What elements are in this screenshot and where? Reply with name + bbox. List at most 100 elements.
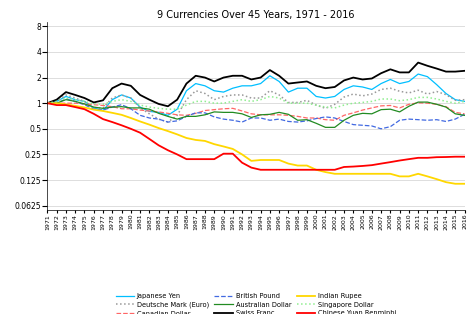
Canadian Dollar bbox=[202, 109, 208, 112]
Singapore Dollar bbox=[406, 98, 412, 101]
Australian Dollar bbox=[165, 115, 171, 118]
Australian Dollar bbox=[313, 122, 319, 125]
Singapore Dollar bbox=[221, 101, 227, 105]
Chinese Yuan Renminbi bbox=[276, 168, 282, 172]
Indian Rupee bbox=[360, 172, 365, 176]
Australian Dollar bbox=[118, 105, 124, 109]
Japanese Yen bbox=[341, 88, 347, 91]
Canadian Dollar bbox=[174, 113, 180, 117]
Line: Australian Dollar: Australian Dollar bbox=[47, 100, 465, 127]
Chinese Yuan Renminbi bbox=[313, 168, 319, 172]
Chinese Yuan Renminbi bbox=[156, 143, 162, 147]
Chinese Yuan Renminbi bbox=[360, 164, 365, 168]
Australian Dollar bbox=[230, 111, 236, 114]
Deutsche Mark (Euro) bbox=[258, 96, 264, 100]
Chinese Yuan Renminbi bbox=[202, 157, 208, 161]
Deutsche Mark (Euro) bbox=[54, 100, 60, 103]
Singapore Dollar bbox=[193, 100, 199, 103]
Deutsche Mark (Euro) bbox=[267, 89, 273, 93]
Japanese Yen bbox=[323, 96, 328, 100]
Deutsche Mark (Euro) bbox=[82, 100, 87, 103]
British Pound bbox=[54, 101, 60, 105]
Indian Rupee bbox=[91, 108, 97, 111]
Indian Rupee bbox=[211, 142, 217, 146]
British Pound bbox=[341, 120, 347, 123]
Canadian Dollar bbox=[258, 113, 264, 117]
Australian Dollar bbox=[221, 111, 227, 114]
Chinese Yuan Renminbi bbox=[295, 168, 301, 172]
Swiss Franc bbox=[146, 98, 152, 101]
British Pound bbox=[239, 120, 245, 124]
Deutsche Mark (Euro) bbox=[183, 98, 189, 101]
Australian Dollar bbox=[369, 112, 374, 116]
Swiss Franc bbox=[165, 104, 171, 108]
Swiss Franc bbox=[295, 81, 301, 84]
Swiss Franc bbox=[406, 71, 412, 74]
Indian Rupee bbox=[118, 113, 124, 117]
Chinese Yuan Renminbi bbox=[193, 157, 199, 161]
Singapore Dollar bbox=[415, 95, 421, 99]
Japanese Yen bbox=[369, 88, 374, 91]
Japanese Yen bbox=[378, 82, 384, 85]
British Pound bbox=[146, 116, 152, 120]
Singapore Dollar bbox=[425, 95, 430, 99]
Australian Dollar bbox=[128, 106, 134, 110]
Swiss Franc bbox=[425, 64, 430, 68]
Line: Deutsche Mark (Euro): Deutsche Mark (Euro) bbox=[47, 88, 465, 122]
Indian Rupee bbox=[73, 104, 78, 108]
Chinese Yuan Renminbi bbox=[452, 155, 458, 159]
Indian Rupee bbox=[258, 158, 264, 162]
Indian Rupee bbox=[156, 126, 162, 130]
Swiss Franc bbox=[91, 100, 97, 104]
Japanese Yen bbox=[174, 107, 180, 111]
Australian Dollar bbox=[248, 116, 254, 119]
British Pound bbox=[332, 116, 337, 120]
Japanese Yen bbox=[82, 100, 87, 103]
Line: Singapore Dollar: Singapore Dollar bbox=[47, 96, 465, 109]
Deutsche Mark (Euro) bbox=[406, 91, 412, 95]
British Pound bbox=[45, 101, 50, 105]
Swiss Franc bbox=[183, 82, 189, 85]
Title: 9 Currencies Over 45 Years, 1971 - 2016: 9 Currencies Over 45 Years, 1971 - 2016 bbox=[157, 10, 355, 20]
Deutsche Mark (Euro) bbox=[425, 92, 430, 96]
Singapore Dollar bbox=[82, 100, 87, 103]
Chinese Yuan Renminbi bbox=[221, 152, 227, 155]
Canadian Dollar bbox=[434, 102, 439, 106]
Chinese Yuan Renminbi bbox=[82, 107, 87, 111]
Singapore Dollar bbox=[73, 98, 78, 101]
British Pound bbox=[109, 105, 115, 109]
British Pound bbox=[193, 111, 199, 115]
Australian Dollar bbox=[462, 113, 467, 117]
Singapore Dollar bbox=[45, 101, 50, 105]
Japanese Yen bbox=[248, 84, 254, 88]
Deutsche Mark (Euro) bbox=[109, 96, 115, 100]
Australian Dollar bbox=[304, 118, 310, 122]
Canadian Dollar bbox=[304, 116, 310, 120]
Australian Dollar bbox=[239, 112, 245, 116]
Canadian Dollar bbox=[211, 108, 217, 111]
Singapore Dollar bbox=[137, 103, 143, 107]
Japanese Yen bbox=[276, 79, 282, 83]
Canadian Dollar bbox=[425, 101, 430, 105]
Canadian Dollar bbox=[128, 107, 134, 111]
Deutsche Mark (Euro) bbox=[350, 92, 356, 96]
Australian Dollar bbox=[276, 111, 282, 114]
Swiss Franc bbox=[156, 102, 162, 106]
Chinese Yuan Renminbi bbox=[425, 156, 430, 160]
Swiss Franc bbox=[128, 84, 134, 88]
Singapore Dollar bbox=[156, 106, 162, 110]
Canadian Dollar bbox=[360, 108, 365, 112]
Deutsche Mark (Euro) bbox=[202, 92, 208, 95]
Swiss Franc bbox=[369, 77, 374, 80]
Chinese Yuan Renminbi bbox=[304, 168, 310, 172]
Canadian Dollar bbox=[239, 109, 245, 113]
Australian Dollar bbox=[332, 126, 337, 129]
Canadian Dollar bbox=[183, 113, 189, 117]
Singapore Dollar bbox=[183, 103, 189, 107]
Singapore Dollar bbox=[276, 96, 282, 100]
Deutsche Mark (Euro) bbox=[100, 106, 106, 110]
Swiss Franc bbox=[443, 70, 449, 73]
Legend: Japanese Yen, Deutsche Mark (Euro), Canadian Dollar, British Pound, Australian D: Japanese Yen, Deutsche Mark (Euro), Cana… bbox=[116, 293, 396, 314]
Deutsche Mark (Euro) bbox=[137, 106, 143, 110]
Chinese Yuan Renminbi bbox=[323, 168, 328, 172]
